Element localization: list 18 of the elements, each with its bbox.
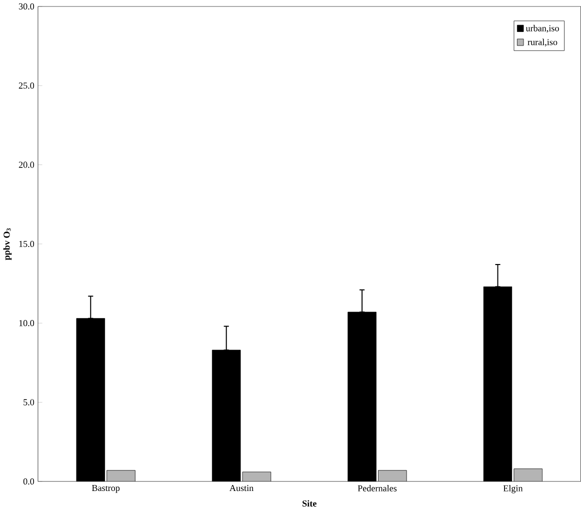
x-tick-label: Austin [230, 485, 254, 492]
bar [514, 468, 543, 482]
x-axis-title: Site [302, 500, 316, 507]
y-tick-label: 30.0 [18, 3, 34, 10]
x-tick-label: Pedernales [358, 485, 397, 492]
bar [378, 470, 407, 482]
x-tick-label: Bastrop [92, 485, 120, 493]
y-axis-title: ppbv O$_{3}$ [3, 228, 12, 260]
y-tick-label: 25.0 [18, 82, 34, 89]
y-tick-label: 0.0 [23, 478, 34, 485]
y-tick-label: 5.0 [24, 399, 34, 406]
y-tick-label: 10.0 [19, 320, 34, 326]
bar [106, 470, 136, 482]
y-tick-label: 15.0 [19, 240, 34, 248]
x-tick-label: Elgin [503, 485, 523, 494]
legend-label: urban,iso [526, 24, 559, 33]
legend-label: rural,iso [528, 38, 558, 47]
y-tick-label: 20.0 [18, 162, 34, 168]
